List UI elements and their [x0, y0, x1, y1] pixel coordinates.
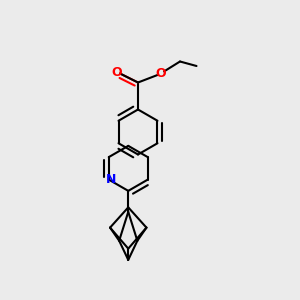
Text: N: N	[106, 173, 116, 186]
Text: O: O	[156, 67, 167, 80]
Text: O: O	[111, 65, 122, 79]
